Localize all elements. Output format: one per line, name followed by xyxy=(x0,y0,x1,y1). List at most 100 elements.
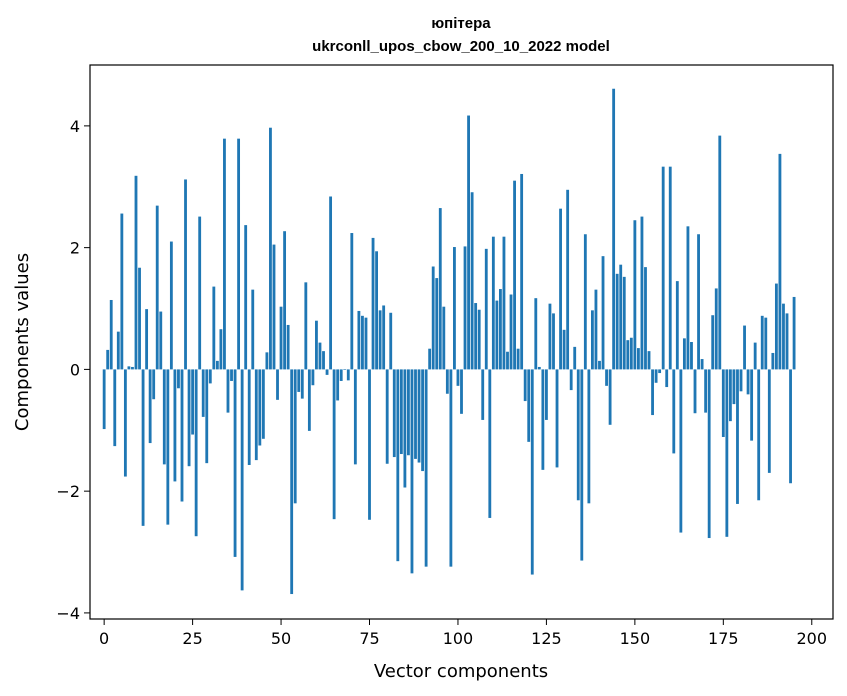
bar xyxy=(187,369,191,467)
bar xyxy=(162,369,166,465)
bar xyxy=(392,369,396,458)
bar xyxy=(230,369,233,381)
bar xyxy=(307,369,311,431)
bar xyxy=(205,369,209,464)
bar xyxy=(626,340,630,370)
x-axis-label: Vector components xyxy=(374,661,548,682)
bar xyxy=(633,220,637,370)
y-axis-label: Components values xyxy=(12,253,33,431)
bar xyxy=(491,236,495,370)
bar xyxy=(516,348,520,370)
x-tick-label: 75 xyxy=(359,629,379,648)
bar xyxy=(460,369,463,414)
bar xyxy=(537,366,541,370)
bar xyxy=(654,369,658,383)
bar xyxy=(714,288,718,370)
bar xyxy=(534,298,538,370)
bar xyxy=(718,135,722,370)
x-tick-label: 0 xyxy=(99,629,109,648)
bar xyxy=(251,289,255,370)
bar xyxy=(774,283,778,370)
bar xyxy=(778,153,782,370)
bar xyxy=(470,192,474,370)
bar xyxy=(166,369,170,525)
bar xyxy=(481,369,485,420)
bar xyxy=(665,369,669,388)
y-tick-label: 4 xyxy=(70,117,80,136)
bar xyxy=(421,369,424,472)
bar xyxy=(644,267,647,370)
bar xyxy=(721,369,725,437)
bar xyxy=(598,360,601,370)
bar xyxy=(484,248,488,370)
bar xyxy=(177,369,180,389)
x-tick-label: 175 xyxy=(708,629,739,648)
bar xyxy=(311,369,315,386)
bar xyxy=(254,369,258,461)
bar xyxy=(138,267,141,370)
bar xyxy=(389,312,393,370)
bar xyxy=(587,369,591,504)
x-tick-label: 200 xyxy=(796,629,827,648)
bar xyxy=(686,226,690,370)
bar xyxy=(693,369,697,414)
bar xyxy=(424,369,428,567)
bar xyxy=(215,360,219,370)
bar xyxy=(605,369,608,386)
bar xyxy=(180,369,184,502)
bar xyxy=(159,311,163,370)
bar xyxy=(477,309,481,370)
bar xyxy=(495,300,499,370)
bar xyxy=(566,189,570,370)
bar xyxy=(385,369,389,464)
bar xyxy=(169,241,173,370)
plot-frame xyxy=(89,64,834,620)
bar xyxy=(732,369,736,405)
bar xyxy=(661,166,665,370)
bar xyxy=(552,313,555,370)
bar xyxy=(332,369,336,520)
bar xyxy=(750,369,754,441)
bar xyxy=(244,225,248,370)
bar xyxy=(300,369,304,399)
bar xyxy=(445,369,449,394)
bar xyxy=(113,369,117,447)
bar xyxy=(672,369,676,454)
y-axis: −4 −2 0 2 4 xyxy=(56,117,90,623)
bar xyxy=(212,286,216,370)
y-tick-label: −4 xyxy=(56,604,80,623)
bar xyxy=(520,173,524,370)
x-tick-label: 150 xyxy=(620,629,651,648)
bar xyxy=(265,352,269,370)
bar xyxy=(736,369,739,504)
bar xyxy=(767,369,771,473)
bar xyxy=(580,369,584,561)
bar xyxy=(555,369,559,468)
bar xyxy=(697,234,700,370)
x-tick-label: 25 xyxy=(182,629,202,648)
bar xyxy=(690,342,693,370)
bar xyxy=(651,369,654,416)
bar xyxy=(453,247,456,370)
bar xyxy=(559,208,562,370)
bar xyxy=(428,348,432,370)
bar xyxy=(329,196,333,370)
bar xyxy=(131,366,134,370)
bar xyxy=(226,369,230,413)
bar xyxy=(346,369,350,381)
bar xyxy=(541,369,545,470)
bar xyxy=(290,369,294,595)
bar xyxy=(361,315,364,370)
bar xyxy=(629,337,633,370)
bar xyxy=(353,369,357,465)
bar xyxy=(743,325,746,370)
bar xyxy=(269,127,272,370)
bar xyxy=(414,369,417,459)
bar xyxy=(134,175,138,370)
bar xyxy=(403,369,407,488)
bar xyxy=(123,369,127,477)
bar xyxy=(148,369,152,444)
bar xyxy=(283,231,287,370)
bar xyxy=(410,369,414,574)
bar xyxy=(704,369,708,413)
